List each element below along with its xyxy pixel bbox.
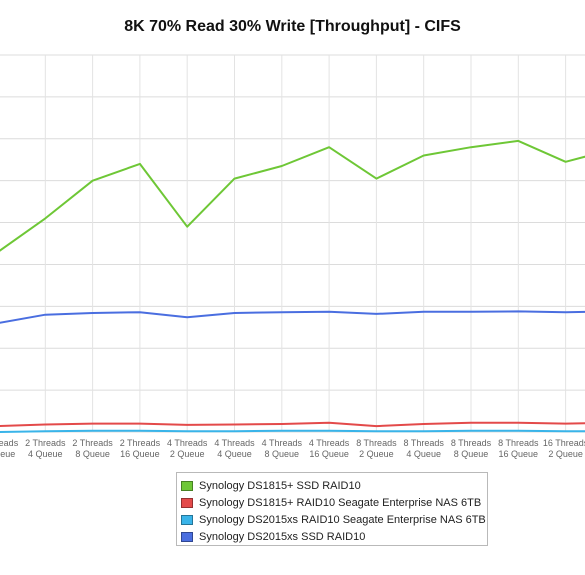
legend-item-3: Synology DS2015xs RAID10 Seagate Enterpr… [181, 511, 487, 528]
x-tick-label: 8 Threads 4 Queue [404, 438, 445, 459]
legend-swatch [181, 514, 193, 525]
legend-item-2: Synology DS1815+ RAID10 Seagate Enterpri… [181, 494, 487, 511]
x-tick-label: 4 Threads 8 Queue [262, 438, 303, 459]
x-tick-label: 16 Threads 2 Queue [543, 438, 585, 459]
legend-label: Synology DS2015xs RAID10 Seagate Enterpr… [199, 513, 486, 526]
x-tick-label: 2 Threads 16 Queue [120, 438, 161, 459]
legend: Synology DS1815+ SSD RAID10 Synology DS18… [176, 472, 488, 546]
x-tick-label: 4 Threads 2 Queue [167, 438, 208, 459]
legend-swatch [181, 497, 193, 508]
series-line-1 [0, 139, 585, 252]
legend-swatch [181, 531, 193, 542]
legend-item-4: Synology DS2015xs SSD RAID10 [181, 528, 487, 545]
series-lines [0, 139, 585, 433]
series-line-2 [0, 421, 585, 428]
legend-label: Synology DS1815+ RAID10 Seagate Enterpri… [199, 496, 482, 509]
series-line-4 [0, 310, 585, 324]
legend-swatch [181, 480, 193, 491]
legend-label: Synology DS1815+ SSD RAID10 [199, 479, 361, 492]
legend-label: Synology DS2015xs SSD RAID10 [199, 530, 366, 543]
legend-item-1: Synology DS1815+ SSD RAID10 [181, 477, 487, 494]
x-tick-label: 4 Threads 4 Queue [214, 438, 255, 459]
x-tick-label: 2 Threads 8 Queue [72, 438, 113, 459]
chart-title: 8K 70% Read 30% Write [Throughput] - CIF… [124, 18, 461, 35]
x-tick-label: 8 Threads 8 Queue [451, 438, 492, 459]
x-tick-label: 8 Threads 2 Queue [356, 438, 397, 459]
series-line-3 [0, 429, 585, 433]
grid [0, 54, 585, 433]
x-tick-label: 2 Threads 4 Queue [25, 438, 66, 459]
x-tick-label: 4 Threads 16 Queue [309, 438, 350, 459]
x-tick-label: 8 Threads 16 Queue [498, 438, 539, 459]
